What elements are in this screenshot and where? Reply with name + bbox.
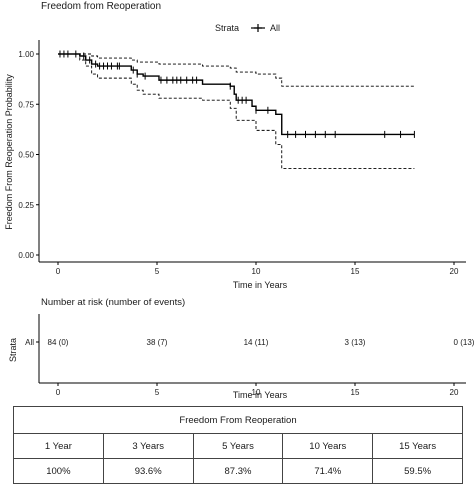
y-tick-label: 0.25: [18, 201, 34, 210]
legend-title: Strata: [215, 23, 239, 33]
y-axis-title: Freedom From Reoperation Probability: [4, 74, 14, 230]
upper-ci-line: [58, 53, 415, 87]
x-axis-title: Time in Years: [233, 280, 288, 290]
summary-table-title: Freedom From Reoperation: [13, 406, 463, 434]
summary-value-cell: 93.6%: [102, 458, 194, 484]
y-tick-label: 0.50: [18, 151, 34, 160]
summary-header-row: 1 Year 3 Years 5 Years 10 Years 15 Years: [13, 433, 463, 459]
risk-x-tick-label: 5: [155, 388, 160, 397]
y-tick-label: 1.00: [18, 50, 34, 59]
summary-header-cell: 3 Years: [102, 433, 194, 459]
x-tick-label: 20: [450, 267, 459, 276]
risk-x-tick-label: 15: [351, 388, 360, 397]
x-tick-label: 0: [56, 267, 61, 276]
x-tick-label: 5: [155, 267, 160, 276]
risk-x-tick-label: 20: [450, 388, 459, 397]
summary-value-cell: 100%: [13, 458, 104, 484]
risk-x-axis-title: Time in Years: [233, 390, 288, 400]
y-tick-label: 0.00: [18, 251, 34, 260]
summary-value-cell: 87.3%: [192, 458, 284, 484]
risk-count-label: 0 (13): [454, 338, 474, 347]
risk-x-tick-label: 10: [252, 388, 261, 397]
summary-header-cell: 10 Years: [282, 433, 374, 459]
risk-count-label: 84 (0): [48, 338, 69, 347]
risk-count-label: 38 (7): [147, 338, 168, 347]
summary-header-cell: 15 Years: [372, 433, 463, 459]
risk-count-label: 3 (13): [345, 338, 366, 347]
legend-entry-label: All: [270, 23, 280, 33]
risk-y-axis-title: Strata: [8, 338, 18, 362]
x-tick-label: 15: [351, 267, 360, 276]
freedom-summary-table: Freedom From Reoperation 1 Year 3 Years …: [13, 406, 463, 484]
km-figure: Freedom from Reoperation Strata All 0.00 0.2…: [4, 1, 474, 400]
risk-count-label: 14 (11): [244, 338, 269, 347]
chart-title: Freedom from Reoperation: [41, 1, 161, 12]
summary-header-cell: 1 Year: [13, 433, 104, 459]
legend-censor-mark: [254, 24, 262, 32]
summary-value-row: 100% 93.6% 87.3% 71.4% 59.5%: [13, 458, 463, 484]
risk-table-title: Number at risk (number of events): [41, 297, 185, 308]
summary-value-cell: 59.5%: [372, 458, 463, 484]
summary-value-cell: 71.4%: [282, 458, 374, 484]
y-tick-label: 0.75: [18, 100, 34, 109]
risk-x-tick-label: 0: [56, 388, 61, 397]
risk-row-label: All: [25, 338, 34, 347]
summary-header-cell: 5 Years: [192, 433, 284, 459]
x-tick-label: 10: [252, 267, 261, 276]
lower-ci-line: [58, 53, 415, 170]
